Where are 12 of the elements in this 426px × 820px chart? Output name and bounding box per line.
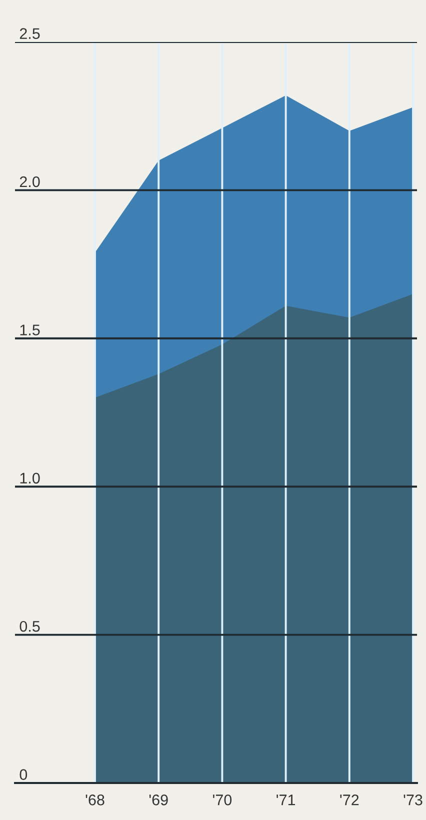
y-tick-label: 1.0 <box>20 472 40 484</box>
y-tick-label: 2.5 <box>20 28 40 39</box>
x-tick-label: '68 <box>86 794 104 806</box>
x-tick-label: '70 <box>213 794 232 806</box>
x-tick-label: '72 <box>340 794 359 806</box>
x-tick-label: '73 <box>404 794 422 806</box>
x-tick-label: '69 <box>149 794 168 806</box>
y-tick-label: 0.5 <box>20 620 40 632</box>
y-tick-label: 2.0 <box>20 176 40 188</box>
y-tick-label: 1.5 <box>20 324 40 336</box>
x-tick-label: '71 <box>276 794 296 806</box>
y-tick-label: 0 <box>20 769 28 780</box>
